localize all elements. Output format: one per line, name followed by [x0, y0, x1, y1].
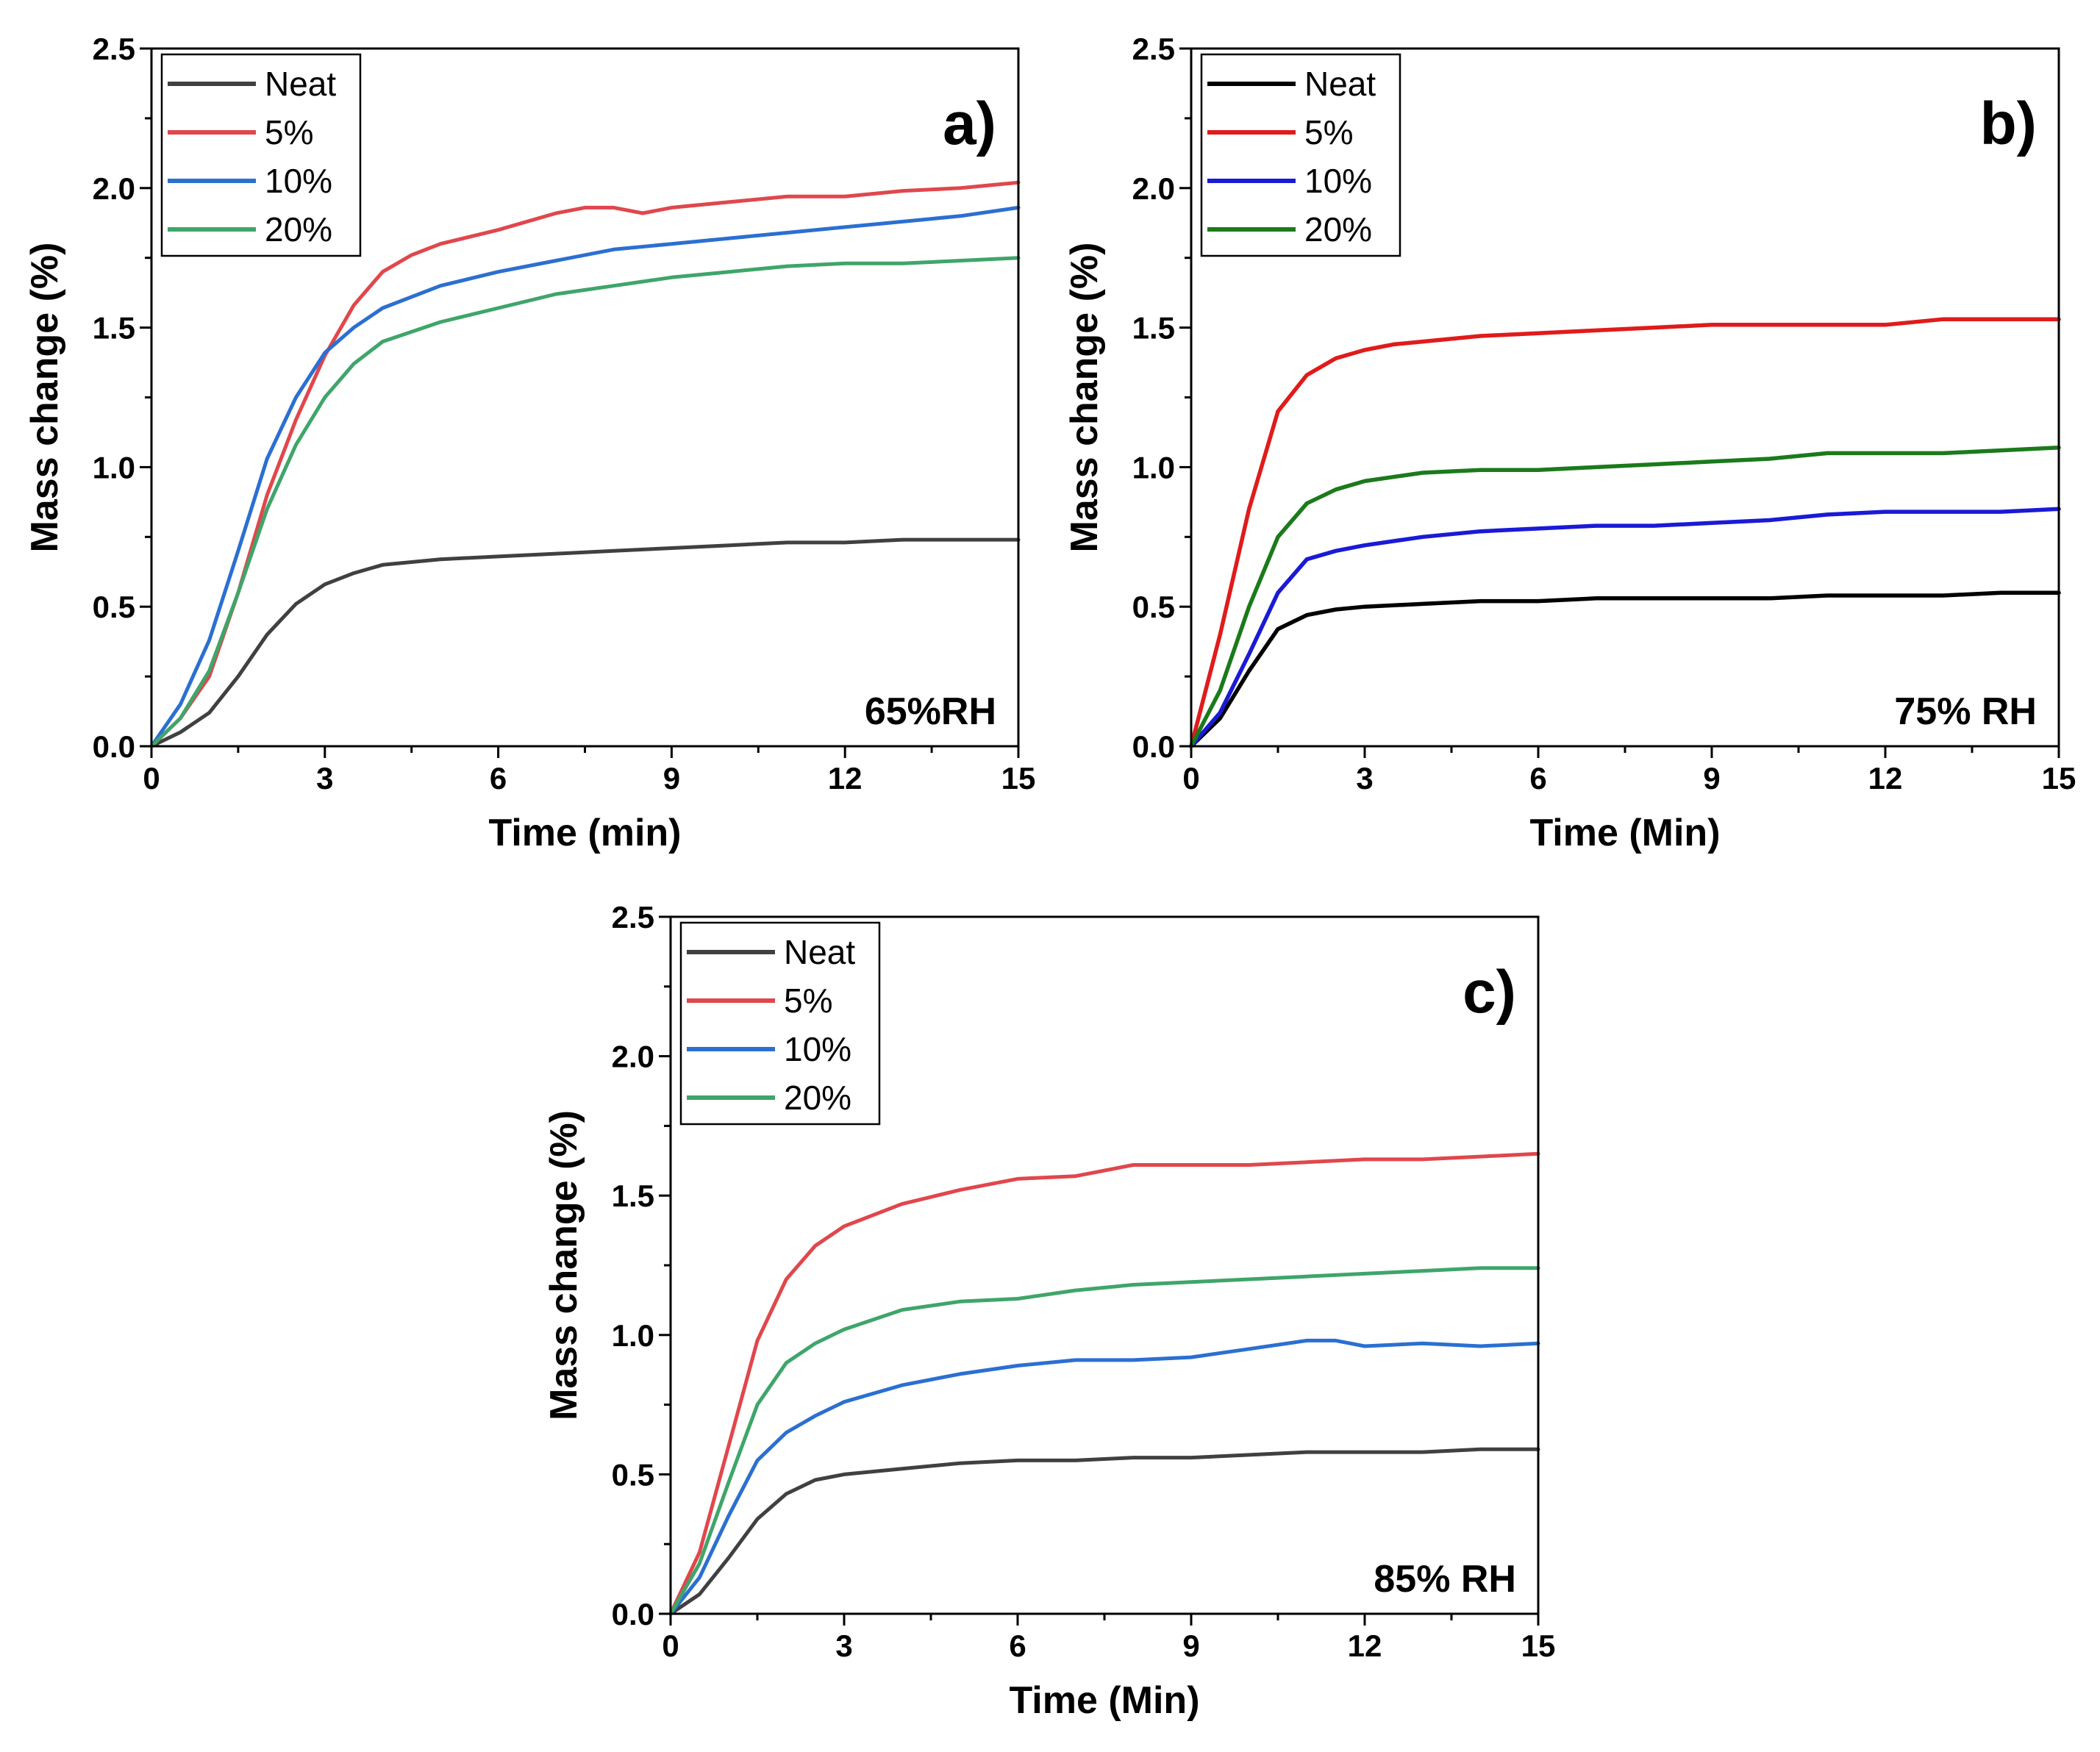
legend-label: Neat: [1304, 65, 1376, 103]
x-axis-title: Time (Min): [1009, 1679, 1199, 1722]
series-line-4: [149, 256, 1021, 748]
y-tick-label: 0.5: [1132, 590, 1175, 624]
series-line-3: [149, 205, 1021, 748]
x-axis-title: Time (Min): [1529, 812, 1720, 854]
y-tick-label: 0.0: [1132, 729, 1175, 764]
x-tick-label: 15: [2042, 761, 2076, 795]
legend-label: 20%: [1304, 210, 1372, 249]
y-tick-label: 1.0: [93, 450, 135, 485]
x-tick-label: 9: [1703, 761, 1720, 795]
legend-label: 5%: [784, 982, 832, 1020]
x-tick-label: 12: [828, 761, 863, 795]
humidity-annotation: 75% RH: [1894, 690, 2037, 733]
legend-box: [1200, 53, 1401, 257]
panel-label: c): [1462, 959, 1516, 1026]
legend-box: [679, 921, 881, 1126]
legend-label: 5%: [1304, 113, 1353, 151]
humidity-annotation: 85% RH: [1374, 1558, 1516, 1601]
legend-label: 10%: [265, 162, 332, 200]
x-tick-label: 12: [1868, 761, 1903, 795]
series-line-1: [668, 1447, 1540, 1616]
y-axis-title: Mass change (%): [1063, 243, 1106, 553]
y-tick-label: 0.5: [612, 1457, 654, 1492]
y-tick-label: 1.0: [612, 1318, 654, 1353]
series-line-3: [1189, 507, 2061, 748]
legend-label: Neat: [784, 933, 855, 971]
humidity-annotation: 65%RH: [865, 690, 996, 733]
x-axis-title: Time (min): [489, 812, 682, 854]
y-tick-label: 0.0: [93, 729, 135, 764]
y-tick-label: 2.0: [93, 171, 135, 206]
series-line-2: [149, 180, 1021, 748]
series-line-2: [668, 1151, 1540, 1616]
y-tick-label: 2.0: [1132, 171, 1175, 206]
y-tick-label: 2.5: [93, 32, 135, 66]
x-tick-label: 6: [1009, 1628, 1026, 1663]
x-tick-label: 6: [1529, 761, 1546, 795]
series-line-4: [668, 1266, 1540, 1616]
legend-label: 20%: [265, 210, 332, 249]
x-tick-label: 0: [1182, 761, 1199, 795]
panel-label: a): [943, 90, 996, 157]
x-tick-label: 15: [1521, 1628, 1556, 1663]
y-tick-label: 1.5: [93, 311, 135, 346]
x-tick-label: 3: [1356, 761, 1373, 795]
series-line-2: [1189, 317, 2061, 748]
legend-label: 10%: [1304, 162, 1372, 200]
legend-label: 10%: [784, 1030, 851, 1068]
y-tick-label: 0.0: [612, 1597, 654, 1631]
x-tick-label: 3: [316, 761, 333, 795]
y-axis-title: Mass change (%): [543, 1110, 585, 1420]
y-tick-label: 2.5: [1132, 32, 1175, 66]
y-tick-label: 1.5: [612, 1179, 654, 1213]
x-tick-label: 0: [662, 1628, 679, 1663]
series-line-3: [668, 1338, 1540, 1616]
series-line-1: [149, 537, 1021, 748]
legend-label: 5%: [265, 113, 313, 151]
y-tick-label: 1.5: [1132, 311, 1175, 346]
chart-panel-c: 0 3 6 9 12 15 0.0 0.5 1.0 1.5 2.0 2.5 Time (Min) Mass…: [543, 900, 1555, 1722]
y-tick-label: 0.5: [93, 590, 135, 624]
y-tick-label: 2.5: [612, 900, 654, 934]
y-tick-label: 2.0: [612, 1040, 654, 1074]
x-tick-label: 6: [490, 761, 507, 795]
y-axis-title: Mass change (%): [24, 243, 66, 553]
legend-label: Neat: [265, 65, 336, 103]
x-tick-label: 9: [1182, 1628, 1199, 1663]
x-tick-label: 3: [835, 1628, 852, 1663]
panel-label: b): [1980, 90, 2037, 157]
x-tick-label: 0: [143, 761, 160, 795]
x-tick-label: 9: [663, 761, 680, 795]
series-line-1: [1189, 590, 2061, 748]
legend-label: 20%: [784, 1079, 851, 1117]
series-line-4: [1189, 446, 2061, 748]
x-tick-label: 15: [1001, 761, 1036, 795]
chart-panel-a: 0 3 6 9 12 15 0.0 0.5 1.0 1.5 2.0 2.5 Time (min) Mass…: [24, 32, 1035, 854]
y-tick-label: 1.0: [1132, 450, 1175, 485]
x-tick-label: 12: [1348, 1628, 1382, 1663]
chart-panel-b: 0 3 6 9 12 15 0.0 0.5 1.0 1.5 2.0 2.5 Time (Min) Mass…: [1063, 32, 2076, 854]
legend-box: [160, 53, 362, 257]
